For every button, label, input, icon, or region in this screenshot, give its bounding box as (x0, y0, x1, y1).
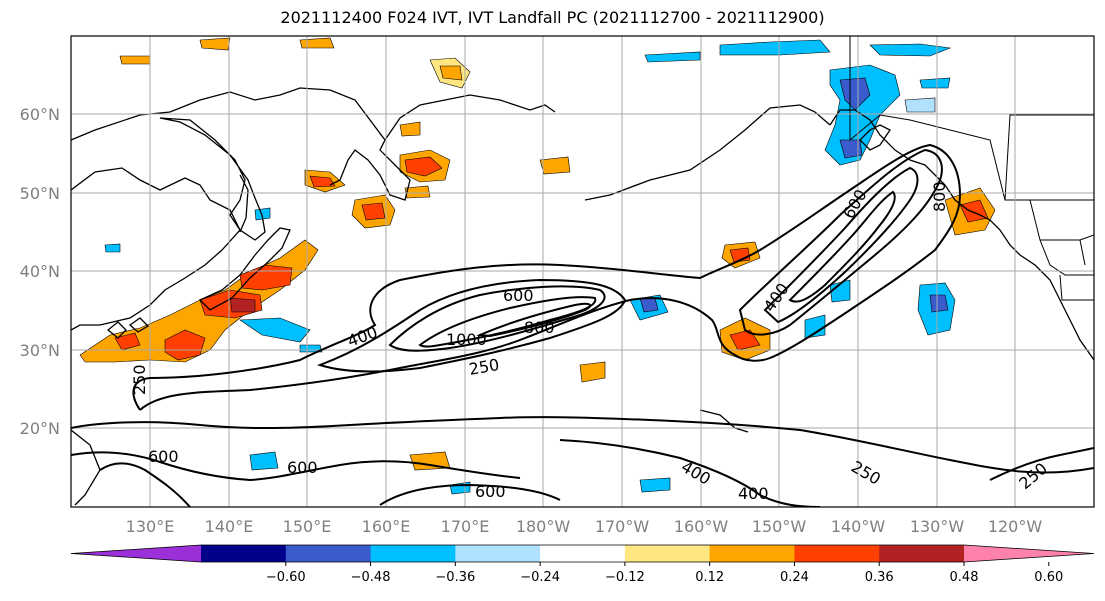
colorbar-tick-label: 0.12 (695, 570, 724, 585)
colorbar-tick-label: 0.24 (780, 570, 809, 585)
lon-label: 160°W (674, 517, 729, 536)
colorbar-tick-label: −0.48 (351, 570, 391, 585)
lon-label: 170°W (595, 517, 650, 536)
colorbar-outline (70, 544, 1095, 563)
colorbar-swatch (455, 545, 541, 562)
contour-label: 1000 (446, 330, 487, 349)
map-title: 2021112400 F024 IVT, IVT Landfall PC (20… (280, 8, 825, 27)
longitude-labels: 130°E 140°E 150°E 160°E 170°E 180°W 170°… (126, 517, 1043, 536)
lon-label: 180°W (516, 517, 571, 536)
lat-label: 40°N (20, 262, 60, 281)
colorbar: −0.60 −0.48 −0.36 −0.24 −0.12 0.12 0.24 0.36 0.4… (70, 544, 1095, 585)
ivt-contours (71, 143, 1094, 507)
colorbar-swatch (285, 545, 372, 562)
colorbar-tick-label: 0.48 (950, 570, 979, 585)
coastlines (71, 87, 1094, 506)
colorbar-extend-high (964, 545, 1094, 562)
contour-label: 600 (503, 286, 534, 305)
colorbar-swatch (709, 545, 795, 562)
lat-label: 60°N (20, 105, 60, 124)
contour-label: 600 (287, 458, 318, 477)
colorbar-swatch (879, 545, 965, 562)
colorbar-tick-label: −0.60 (266, 570, 306, 585)
lat-label: 50°N (20, 184, 60, 203)
map-frame (70, 35, 1095, 508)
colorbar-tick-label: −0.24 (520, 570, 560, 585)
lon-label: 150°W (752, 517, 807, 536)
colorbar-swatch (540, 545, 626, 562)
contour-label: 250 (130, 364, 149, 395)
colorbar-swatch (794, 545, 880, 562)
contour-label: 800 (524, 318, 555, 337)
lon-label: 170°E (441, 517, 490, 536)
lon-label: 160°E (362, 517, 411, 536)
contour-label: 600 (148, 447, 179, 466)
colorbar-tick-label: 0.36 (865, 570, 894, 585)
colorbar-swatch (201, 545, 287, 562)
contour-label: 400 (738, 484, 769, 503)
colorbar-swatch (624, 545, 711, 562)
colorbar-extend-low (71, 545, 201, 562)
contour-label: 600 (475, 482, 506, 501)
colorbar-swatch (370, 545, 456, 562)
colorbar-tick-label: −0.36 (435, 570, 475, 585)
colorbar-tick-label: −0.12 (605, 570, 645, 585)
lon-label: 140°W (831, 517, 886, 536)
latitude-labels: 60°N 50°N 40°N 30°N 20°N (20, 105, 60, 438)
lat-label: 30°N (20, 341, 60, 360)
lon-label: 150°E (283, 517, 332, 536)
borders (849, 36, 1094, 301)
lon-label: 130°E (126, 517, 175, 536)
contour-label: 800 (930, 181, 949, 212)
lon-label: 130°W (910, 517, 965, 536)
lon-label: 140°E (205, 517, 254, 536)
colorbar-tick-label: 0.60 (1034, 570, 1063, 585)
lat-label: 20°N (20, 419, 60, 438)
lon-label: 120°W (988, 517, 1043, 536)
